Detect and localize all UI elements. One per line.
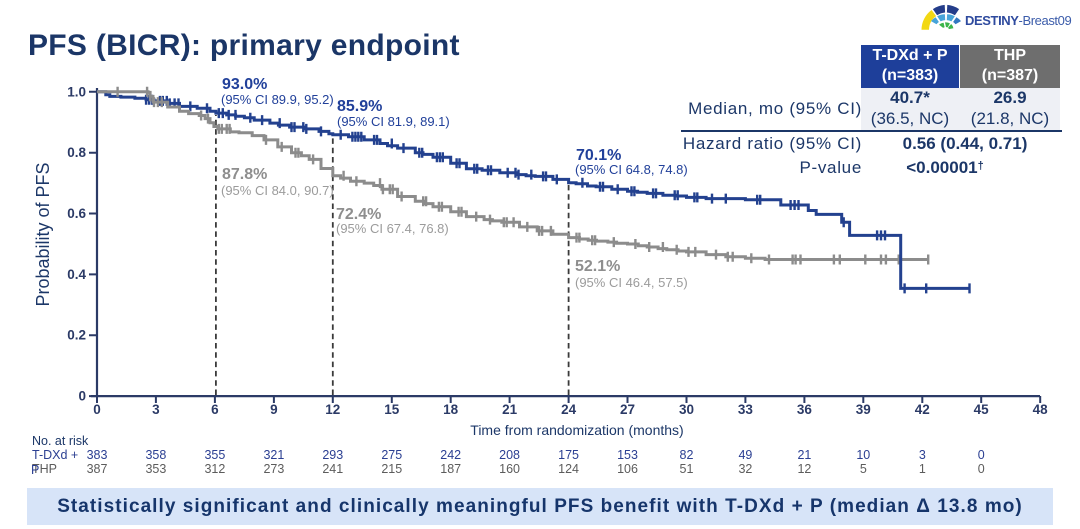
svg-text:48: 48 [1033,402,1049,417]
svg-text:42: 42 [915,402,930,417]
svg-text:312: 312 [204,462,225,476]
svg-text:36: 36 [797,402,813,417]
svg-text:175: 175 [558,448,579,462]
svg-text:0: 0 [978,448,985,462]
svg-text:T-DXd +: T-DXd + [32,448,78,462]
svg-text:Probability of PFS: Probability of PFS [33,162,53,306]
svg-text:(95% CI 84.0, 90.7): (95% CI 84.0, 90.7) [221,183,334,198]
svg-text:275: 275 [381,448,402,462]
svg-text:0.2: 0.2 [67,328,86,343]
svg-text:51: 51 [680,462,694,476]
svg-text:(95% CI 46.4, 57.5): (95% CI 46.4, 57.5) [575,275,688,290]
svg-text:39: 39 [856,402,871,417]
svg-text:85.9%: 85.9% [337,98,382,115]
svg-text:355: 355 [204,448,225,462]
svg-text:208: 208 [499,448,520,462]
svg-text:87.8%: 87.8% [222,166,267,183]
svg-text:215: 215 [381,462,402,476]
svg-text:242: 242 [440,448,461,462]
svg-text:160: 160 [499,462,520,476]
svg-text:241: 241 [322,462,343,476]
svg-text:21: 21 [797,448,811,462]
svg-text:124: 124 [558,462,579,476]
svg-text:(95% CI 64.8, 74.8): (95% CI 64.8, 74.8) [575,162,688,177]
svg-text:358: 358 [145,448,166,462]
svg-text:18: 18 [443,402,459,417]
svg-text:0.8: 0.8 [67,145,86,160]
svg-text:1.0: 1.0 [67,84,86,99]
svg-text:70.1%: 70.1% [576,147,621,164]
svg-text:293: 293 [322,448,343,462]
svg-text:187: 187 [440,462,461,476]
svg-text:No. at risk: No. at risk [32,434,89,448]
svg-text:33: 33 [738,402,754,417]
svg-text:24: 24 [561,402,577,417]
svg-text:THP: THP [32,462,57,476]
svg-text:0.4: 0.4 [67,267,86,282]
svg-text:(95% CI 81.9, 89.1): (95% CI 81.9, 89.1) [337,114,450,129]
svg-text:82: 82 [680,448,694,462]
svg-text:106: 106 [617,462,638,476]
svg-text:21: 21 [502,402,518,417]
svg-text:0: 0 [78,389,86,404]
svg-text:9: 9 [270,402,278,417]
svg-text:10: 10 [856,448,870,462]
svg-text:5: 5 [860,462,867,476]
svg-text:0: 0 [93,402,101,417]
svg-text:(95% CI 67.4, 76.8): (95% CI 67.4, 76.8) [336,221,449,236]
svg-text:0.6: 0.6 [67,206,86,221]
svg-text:32: 32 [738,462,752,476]
svg-text:30: 30 [679,402,694,417]
svg-text:45: 45 [974,402,990,417]
svg-text:3: 3 [919,448,926,462]
svg-text:27: 27 [620,402,635,417]
svg-text:273: 273 [263,462,284,476]
svg-text:52.1%: 52.1% [575,258,620,275]
svg-text:0: 0 [978,462,985,476]
svg-text:12: 12 [325,402,340,417]
svg-text:153: 153 [617,448,638,462]
svg-text:1: 1 [919,462,926,476]
svg-text:93.0%: 93.0% [222,76,267,93]
svg-text:6: 6 [211,402,219,417]
svg-text:(95% CI 89.9, 95.2): (95% CI 89.9, 95.2) [221,92,334,107]
svg-text:3: 3 [152,402,160,417]
svg-text:387: 387 [87,462,108,476]
svg-text:321: 321 [263,448,284,462]
svg-text:12: 12 [797,462,811,476]
svg-text:Time from randomization (month: Time from randomization (months) [470,422,683,438]
svg-text:72.4%: 72.4% [336,206,381,223]
svg-text:49: 49 [738,448,752,462]
svg-text:353: 353 [145,462,166,476]
svg-text:P: P [31,463,39,477]
svg-text:383: 383 [87,448,108,462]
svg-text:15: 15 [384,402,400,417]
